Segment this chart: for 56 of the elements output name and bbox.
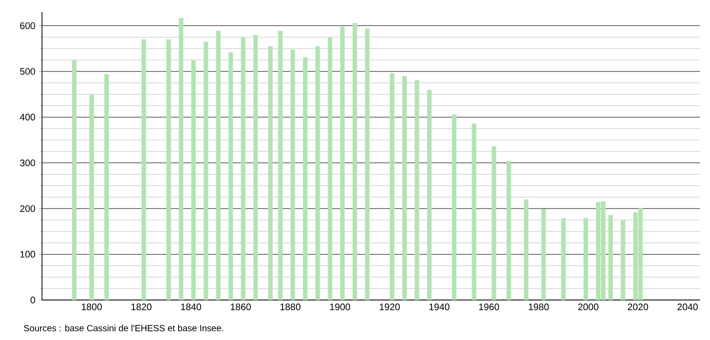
bar <box>584 218 588 300</box>
x-tick-label: 1900 <box>330 304 350 310</box>
x-tick-label: 1860 <box>230 304 251 310</box>
bar <box>608 214 613 300</box>
bar <box>142 39 146 300</box>
bar <box>315 46 320 300</box>
x-tick-label: 1840 <box>181 304 202 310</box>
bar <box>328 38 332 300</box>
x-tick-label: 1960 <box>479 304 500 310</box>
x-tick-label: 1880 <box>280 304 300 310</box>
x-tick-label: 2000 <box>578 304 598 310</box>
source-note: Sources : base Cassini de l'EHESS et base Insee. <box>24 324 224 332</box>
bar <box>178 18 184 300</box>
bar <box>89 94 94 300</box>
x-tick-label: 2020 <box>628 304 648 310</box>
bar <box>268 46 273 300</box>
bar <box>302 57 308 300</box>
bar <box>492 146 496 300</box>
bar <box>620 220 626 300</box>
bar <box>402 76 407 300</box>
bar <box>104 74 109 300</box>
y-tick-label: 600 <box>20 22 36 30</box>
bar <box>253 34 258 300</box>
y-tick-label: 400 <box>20 114 36 120</box>
x-tick-label: 2040 <box>678 304 698 310</box>
bar <box>278 30 283 300</box>
x-tick-label: 1940 <box>429 304 450 310</box>
bar <box>452 114 456 300</box>
x-tick-label: 1820 <box>132 304 152 310</box>
y-tick-label: 0 <box>30 296 36 304</box>
bar <box>352 22 358 300</box>
x-tick-label: 1980 <box>528 304 549 310</box>
y-tick-label: 100 <box>20 250 36 258</box>
bar <box>228 52 233 300</box>
bar <box>506 161 512 300</box>
x-tick-label: 1920 <box>380 304 400 310</box>
bar <box>472 124 476 300</box>
x-tick-label: 1800 <box>82 304 102 310</box>
bar <box>191 60 196 300</box>
bar <box>561 218 566 300</box>
bar <box>290 49 296 300</box>
bar <box>204 42 208 300</box>
bar <box>216 30 221 300</box>
y-tick-label: 200 <box>20 205 36 212</box>
bar <box>166 39 171 300</box>
bar <box>72 60 77 300</box>
bar <box>240 38 246 300</box>
y-tick-label: 500 <box>20 68 36 75</box>
bar <box>541 209 546 300</box>
bar <box>365 28 370 300</box>
bar <box>524 199 528 300</box>
y-tick-label: 300 <box>20 160 36 166</box>
bar <box>414 80 420 300</box>
bar <box>427 90 432 300</box>
bar <box>340 26 345 300</box>
bar <box>390 73 394 300</box>
